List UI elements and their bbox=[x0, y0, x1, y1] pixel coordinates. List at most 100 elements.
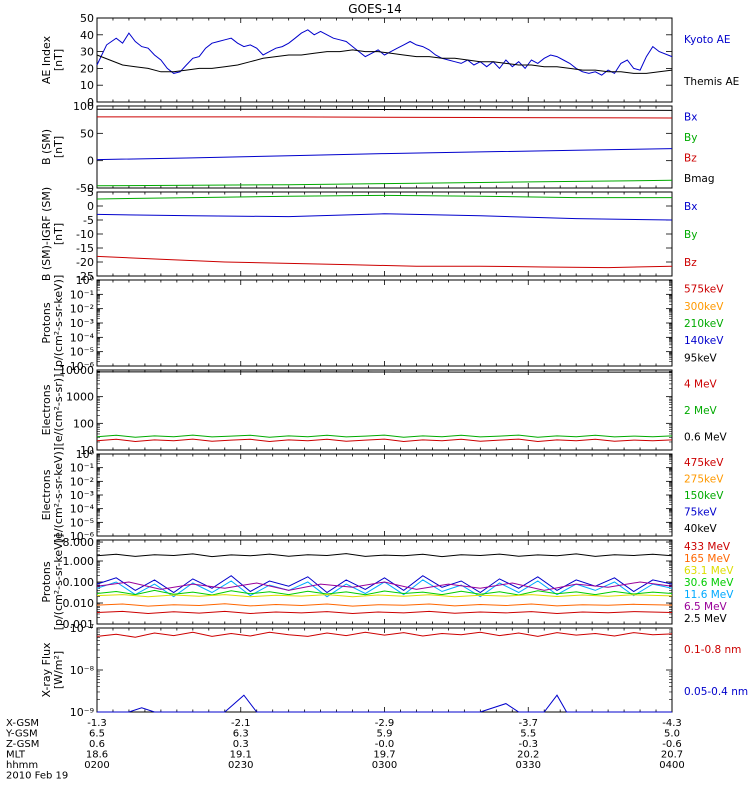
panel-frame bbox=[96, 369, 673, 451]
y-tick-label: -25 bbox=[76, 270, 94, 283]
x-row-name: X-GSM bbox=[6, 718, 39, 729]
y-tick-label: 10⁻² bbox=[70, 303, 94, 316]
x-row-name: MLT bbox=[6, 750, 26, 761]
x-row-value: 18.6 bbox=[86, 750, 108, 761]
y-axis-label-line: Protons bbox=[40, 561, 53, 602]
y-tick-label: 0 bbox=[87, 200, 94, 213]
series-line bbox=[96, 49, 673, 74]
legend-entry: 150keV bbox=[684, 490, 724, 502]
y-axis-label-line: [e/(cm²-s-sr)] bbox=[52, 374, 65, 447]
y-tick-label: 40 bbox=[80, 29, 94, 42]
y-tick-label: -20 bbox=[76, 256, 94, 269]
x-row-value: -2.9 bbox=[375, 718, 395, 729]
panel-frame bbox=[96, 191, 673, 277]
y-axis-label-line: [nT] bbox=[52, 136, 65, 158]
x-row-value: -1.3 bbox=[87, 718, 107, 729]
series-line bbox=[97, 694, 672, 713]
y-tick-label: 10⁻⁶ bbox=[70, 360, 95, 373]
legend-entry: 11.6 MeV bbox=[684, 589, 734, 601]
x-row-name: hhmm bbox=[6, 760, 38, 771]
x-row-value: -3.7 bbox=[518, 718, 538, 729]
x-axis-annotation: X-GSM -1.3 -2.1 -2.9 -3.7 -4.3 Y-GSM 6.5 6.3 5.9 5… bbox=[5, 718, 685, 782]
y-axis-label-line: X-ray Flux bbox=[40, 642, 53, 698]
series-line bbox=[96, 438, 673, 443]
y-axis-label: B (SM)[nT] bbox=[40, 129, 65, 165]
legend-entry: 4 MeV bbox=[684, 378, 718, 390]
y-tick-label: -5 bbox=[83, 214, 94, 227]
y-axis-label-line: Electrons bbox=[40, 469, 53, 520]
y-tick-label: 10⁻⁸ bbox=[70, 664, 95, 677]
y-tick-label: 10⁻² bbox=[70, 475, 94, 488]
y-axis-label-line: [nT] bbox=[52, 223, 65, 245]
y-axis-label-line: Electrons bbox=[40, 384, 53, 435]
y-tick-label: 10⁻⁹ bbox=[70, 706, 94, 719]
legend-entry: 30.6 MeV bbox=[684, 577, 734, 589]
y-axis-label-line: [p/(cm²-s-sr-keV)] bbox=[52, 275, 65, 372]
series-line bbox=[96, 434, 673, 438]
y-tick-label: 10⁻⁴ bbox=[70, 331, 95, 344]
y-tick-label: 10⁻³ bbox=[70, 489, 94, 502]
y-axis-label: X-ray Flux[W/m²] bbox=[40, 642, 65, 698]
series-line bbox=[96, 581, 673, 591]
series-line bbox=[96, 179, 673, 187]
panel-xray: 10⁻⁷ 10⁻⁸ 10⁻⁹ X-ray Flux[W/m²] 0.1-0.8 nm 0.… bbox=[40, 622, 748, 719]
y-tick-label: 1.000 bbox=[63, 555, 95, 568]
legend-entry: 300keV bbox=[684, 301, 724, 313]
y-tick-label: 0.010 bbox=[63, 597, 95, 610]
y-axis-label-line: [e/(cm²-s-sr-keV)] bbox=[52, 447, 65, 543]
y-tick-label: 10000 bbox=[59, 364, 94, 377]
series-line bbox=[97, 108, 673, 111]
series-line bbox=[96, 575, 673, 594]
y-tick-label: -15 bbox=[76, 242, 94, 255]
x-row-value: -4.3 bbox=[662, 718, 682, 729]
x-row-value: -0.0 bbox=[375, 739, 395, 750]
y-tick-label: 10 bbox=[80, 79, 94, 92]
x-row-value: 6.5 bbox=[89, 729, 105, 740]
series-line bbox=[96, 29, 673, 76]
x-row-value: 5.9 bbox=[377, 729, 393, 740]
y-axis-label-line: [p/(cm²-s-sr-keV)] bbox=[52, 534, 65, 631]
x-row-value: 0.6 bbox=[89, 739, 105, 750]
legend-entry: 40keV bbox=[684, 523, 718, 535]
y-tick-label: 0 bbox=[87, 155, 94, 168]
panel-frame bbox=[96, 279, 673, 367]
y-axis-label: AE Index[nT] bbox=[40, 35, 65, 84]
y-tick-label: 10⁻⁴ bbox=[70, 503, 95, 516]
legend-entry: 0.05-0.4 nm bbox=[684, 686, 748, 698]
series-line bbox=[97, 116, 673, 119]
y-axis-label-line: [W/m²] bbox=[52, 651, 65, 689]
x-row-value: 19.7 bbox=[373, 750, 395, 761]
y-tick-label: 5 bbox=[87, 186, 94, 199]
legend-entry: By bbox=[684, 132, 697, 144]
legend-entry: 2 MeV bbox=[684, 405, 718, 417]
y-tick-label: 100 bbox=[73, 100, 94, 113]
y-tick-label: 0.100 bbox=[63, 576, 95, 589]
series-line bbox=[96, 594, 673, 598]
legend-entry: 210keV bbox=[684, 318, 724, 330]
plot-title: GOES-14 bbox=[348, 2, 402, 16]
legend-entry: 0.6 MeV bbox=[684, 432, 728, 444]
x-row-value: 0400 bbox=[659, 760, 684, 771]
legend-entry: 275keV bbox=[684, 474, 724, 486]
legend-entry: 433 MeV bbox=[684, 541, 731, 553]
panel-bigrf: -25-20-15-10-505 B (SM)-IGRF (SM)[nT] Bx By… bbox=[40, 186, 697, 283]
y-axis-label: Electrons[e/(cm²-s-sr)] bbox=[40, 374, 65, 447]
x-row-value: 5.5 bbox=[520, 729, 536, 740]
x-row-value: 5.0 bbox=[664, 729, 680, 740]
legend-entry: 75keV bbox=[684, 506, 718, 518]
legend-entry: Kyoto AE bbox=[684, 34, 730, 46]
panel-ae: 0 10 20 30 40 50 AE Index[nT] Kyoto AE Themis AE bbox=[40, 12, 739, 109]
panel-frame bbox=[96, 17, 673, 103]
x-row-value: 19.1 bbox=[230, 750, 252, 761]
y-tick-label: 10⁻¹ bbox=[70, 288, 94, 301]
y-tick-label: 10 bbox=[80, 444, 94, 457]
y-tick-label: 0 bbox=[87, 96, 94, 109]
y-axis-label-line: B (SM)-IGRF (SM) bbox=[40, 187, 53, 281]
y-tick-label: 100 bbox=[73, 417, 94, 430]
y-tick-label: -10 bbox=[76, 228, 94, 241]
series-line bbox=[96, 553, 673, 558]
y-axis-label: Protons[p/(cm²-s-sr-keV)] bbox=[40, 275, 65, 372]
series-line bbox=[96, 255, 673, 269]
panel-protons-mev: 8.0001.0000.1000.0100.001Protons[p/(cm²-… bbox=[40, 534, 734, 631]
